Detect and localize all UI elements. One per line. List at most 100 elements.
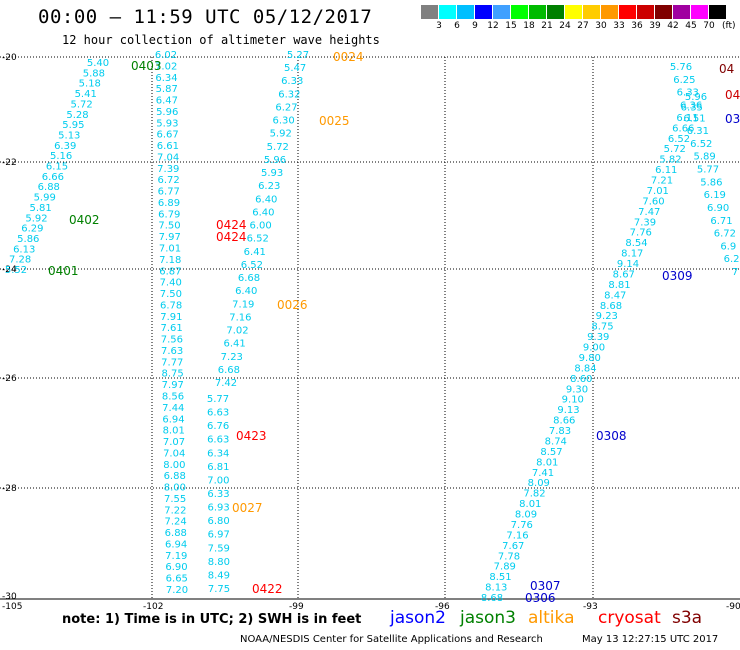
- scale-swatch-12: [637, 5, 655, 19]
- scale-label-70: 70: [703, 21, 715, 31]
- track-value: 7: [732, 267, 738, 278]
- track-value: 7.23: [221, 352, 243, 363]
- track-value: 5.27: [287, 50, 309, 61]
- track-value: 7.16: [506, 530, 528, 541]
- scale-swatch-4: [493, 5, 511, 19]
- scale-swatch-3: [475, 5, 493, 19]
- track-value: 6.29: [21, 224, 43, 235]
- track-value: 6.31: [687, 126, 709, 137]
- track-value: 8.57: [540, 447, 562, 458]
- track-value: 6.72: [157, 175, 179, 186]
- track-value: 6.68: [218, 365, 240, 376]
- y-label-28: -28: [2, 484, 17, 494]
- track-value: 6.40: [252, 207, 274, 218]
- track-value: 8.81: [608, 280, 630, 291]
- track-value: 6.33: [281, 76, 303, 87]
- track-value: 6.89: [158, 198, 180, 209]
- track-values: 5.405.885.185.415.725.285.955.136.395.16…: [5, 50, 740, 604]
- track-value: 6.72: [714, 229, 736, 240]
- track-value: 6.66: [672, 123, 694, 134]
- track-value: 5.47: [284, 63, 306, 74]
- track-value: 6.52: [690, 139, 712, 150]
- track-value: 6.11: [655, 165, 677, 176]
- track-value: 8.09: [528, 478, 550, 489]
- track-value: 6.87: [159, 266, 181, 277]
- track-value: 5.86: [700, 177, 722, 188]
- track-value: 7.60: [642, 196, 664, 207]
- track-value: 8.13: [485, 583, 507, 594]
- track-value: 5.41: [75, 89, 97, 100]
- x-label-90: -90: [726, 602, 740, 612]
- x-label-93: -93: [583, 602, 598, 612]
- track-value: 6.77: [158, 187, 180, 198]
- track-value: 8.01: [519, 499, 541, 510]
- track-value: 6.40: [255, 194, 277, 205]
- track-value: 6.41: [244, 247, 266, 258]
- track-value: 5.87: [156, 84, 178, 95]
- track-value: 6.90: [165, 562, 187, 573]
- track-value: 7.01: [159, 244, 181, 255]
- track-value: 6.52: [241, 260, 263, 271]
- track-value: 7.56: [161, 335, 183, 346]
- color-scale-labels: (ft) 3 6 9 12 15 18 21 24 27 30 33 36 39 42 45 70: [421, 19, 735, 31]
- track-value: 5.72: [664, 144, 686, 155]
- scale-swatch-9: [583, 5, 601, 19]
- footer-note: note: 1) Time is in UTC; 2) SWH is in fe…: [62, 612, 362, 627]
- track-value: 5.96: [685, 92, 707, 103]
- track-value: 7.07: [163, 437, 185, 448]
- track-value: 7.21: [651, 176, 673, 187]
- track-value: 7.44: [162, 403, 184, 414]
- y-label-30: -30: [2, 592, 17, 602]
- track-value: 8.67: [613, 269, 635, 280]
- track-value: 6.68: [238, 273, 260, 284]
- scale-label-36: 36: [631, 21, 643, 31]
- track-value: 9.00: [583, 343, 605, 354]
- track-value: 6.88: [38, 182, 60, 193]
- track-value: 7.50: [158, 221, 180, 232]
- track-value: 5.76: [670, 62, 692, 73]
- scale-swatch-7: [547, 5, 565, 19]
- pass-label-0402: 0402: [69, 213, 100, 227]
- pass-label-0424-b: 0424: [216, 230, 247, 244]
- track-value: 7.82: [523, 489, 545, 500]
- track-value: 6.35: [681, 102, 703, 113]
- track-value: 6.63: [207, 408, 229, 419]
- track-value: 7.02: [155, 61, 177, 72]
- scale-label-12: 12: [487, 21, 499, 31]
- track-value: 6.02: [155, 50, 177, 61]
- track-value: 6.34: [207, 448, 229, 459]
- track-value: 9.30: [566, 384, 588, 395]
- pass-time-labels: 0403 0402 0401 0024 0025 0026 0027 0424 …: [48, 50, 740, 605]
- track-value: 8.01: [536, 457, 558, 468]
- track-value: 8.75: [161, 369, 183, 380]
- pass-label-0026: 0026: [277, 298, 308, 312]
- scale-label-24: 24: [559, 21, 571, 31]
- track-value: 7.97: [162, 380, 184, 391]
- scale-label-42: 42: [667, 21, 679, 31]
- scale-swatch-11: [619, 5, 637, 19]
- track-value: 7.04: [157, 152, 179, 163]
- page-subtitle: 12 hour collection of altimeter wave hei…: [62, 33, 380, 47]
- y-label-26: -26: [2, 374, 17, 384]
- track-value: 6.33: [207, 489, 229, 500]
- legend-jason2: jason2: [390, 608, 446, 628]
- track-value: 7.77: [161, 357, 183, 368]
- track-value: 7.78: [498, 551, 520, 562]
- track-value: 7.40: [160, 278, 182, 289]
- track-value: 6.63: [207, 435, 229, 446]
- track-value: 6.94: [162, 414, 184, 425]
- track-value: 5.77: [207, 394, 229, 405]
- track-value: 7.50: [160, 289, 182, 300]
- track-value: 5.52: [5, 265, 27, 276]
- scale-label-9: 9: [472, 21, 478, 31]
- track-value: 7.63: [161, 346, 183, 357]
- track-value: 5.82: [659, 155, 681, 166]
- pass-label-0424-a: 0424: [216, 218, 247, 232]
- track-value: 5.13: [58, 130, 80, 141]
- track-value: 6.88: [165, 528, 187, 539]
- pass-label-right-2: 04: [725, 88, 740, 102]
- scale-swatch-0: [421, 5, 439, 19]
- scale-swatch-14: [673, 5, 691, 19]
- scale-label-15: 15: [505, 21, 517, 31]
- track-value: 5.40: [87, 58, 109, 69]
